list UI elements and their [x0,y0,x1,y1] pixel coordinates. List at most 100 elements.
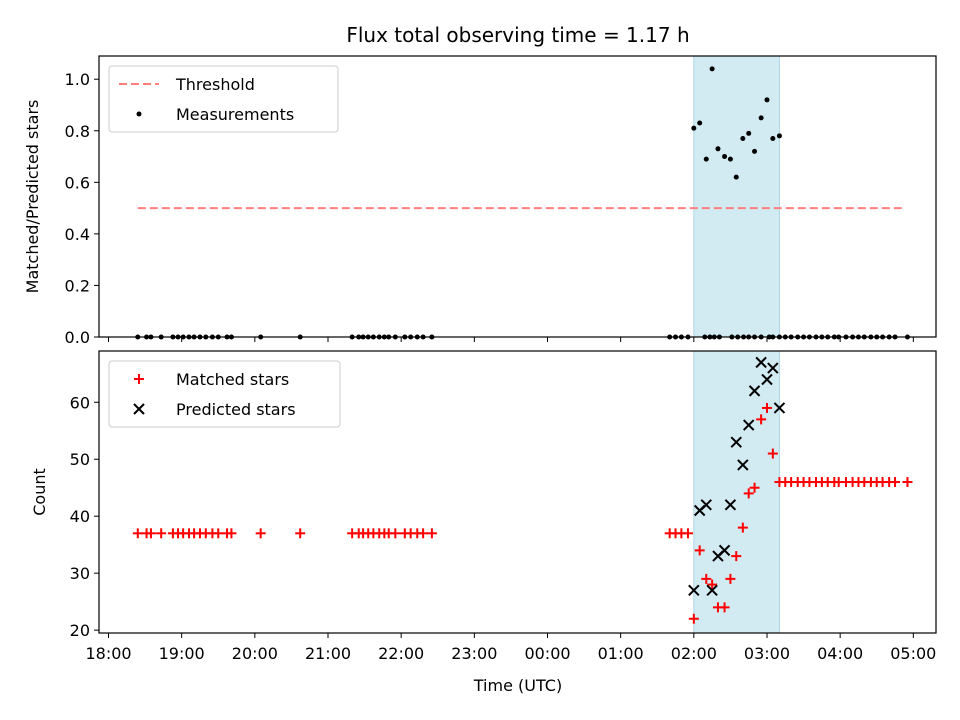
x-tick-label: 01:00 [598,644,644,663]
matched-star-point [701,573,712,584]
legend-box [108,65,339,133]
matched-star-point [156,528,167,539]
predicted-star-point [737,459,749,471]
matched-star-point [902,477,913,488]
y-tick-label: 50 [70,450,90,469]
x-b [737,459,749,471]
measurement-point [752,148,758,154]
measurement-point [764,97,770,103]
predicted-star-point [742,419,755,431]
x-b [755,356,767,369]
measurement-point [740,135,746,141]
matched-star-point [890,477,901,488]
highlight-span [693,350,780,634]
y-tick-label: 0.4 [65,225,90,244]
y-tick-label: 20 [70,621,90,640]
matched-star-point [255,528,266,539]
x-b [761,373,773,386]
x-tick-label: 20:00 [232,644,278,663]
legend-label: Predicted stars [176,400,296,419]
y-tick-label: 0.0 [65,328,90,347]
predicted-star-point [718,544,731,557]
predicted-star-point [755,356,767,369]
x-b [767,362,779,374]
x-b [748,385,761,397]
matched-star-point [719,602,730,613]
legend-label: Matched stars [176,370,289,389]
x-b [688,584,700,596]
x-b [133,403,145,415]
x-b [724,499,737,511]
y-tick-label: 0.8 [65,122,90,141]
predicted-star-point [767,362,779,374]
matched-star-point [390,528,401,539]
matched-star-point [213,528,224,539]
y-tick-label: 40 [70,507,90,526]
predicted-star-point [748,385,761,397]
y-tick-label: 1.0 [65,70,90,89]
measurement-point [722,154,728,160]
measurement-point [746,130,752,136]
predicted-star-point [724,499,737,511]
axes-frame [98,55,937,338]
predicted-star-point [688,584,700,596]
matched-star-point [418,528,429,539]
x-tick-label: 04:00 [817,644,863,663]
y-axis-label: Matched/Predicted stars [23,100,42,294]
predicted-star-point [700,499,712,511]
x-tick-label: 22:00 [378,644,424,663]
highlight-span [693,55,780,338]
x-tick-label: 21:00 [305,644,351,663]
x-tick-label: 18:00 [85,644,131,663]
x-tick-label: 19:00 [159,644,205,663]
x-tick-label: 03:00 [744,644,790,663]
matched-star-point [226,528,237,539]
matched-star-point [737,522,748,533]
matched-star-point [725,573,736,584]
matched-star-point [756,414,767,425]
matched-star-point [707,579,718,590]
x-axis-label: Time (UTC) [473,676,562,695]
matched-star-point [295,528,306,539]
legend-box [108,360,341,428]
legend-label: Threshold [175,75,255,94]
chart-title: Flux total observing time = 1.17 h [346,23,689,47]
axes-frame [98,350,937,634]
x-b [742,419,755,431]
x-b [700,499,712,511]
measurement-point [776,133,782,139]
x-tick-label: 00:00 [524,644,570,663]
measurement-point [703,156,709,162]
matched-star-point [426,528,437,539]
predicted-star-point [730,436,742,448]
predicted-star-point [706,584,718,596]
top-panel: 0.0 0.2 0.4 0.6 0.8 1.0 Matched/Predicted star… [23,55,937,347]
legend-label: Measurements [176,105,294,124]
legend: Threshold Measurements [108,65,339,133]
y-tick-label: 60 [70,393,90,412]
matched-star-point [743,488,754,499]
y-tick-label: 30 [70,564,90,583]
matched-star-point [731,551,742,562]
legend-predicted-swatch [133,403,145,415]
x-tick-label: 02:00 [671,644,717,663]
predicted-star-point [761,373,773,386]
legend-measurement-swatch [136,111,142,117]
matched-star-point [761,402,772,413]
measurement-point [770,135,776,141]
matched-star-point [767,448,778,459]
y-tick-label: 0.2 [65,276,90,295]
x-b [718,544,731,557]
x-b [706,584,718,596]
matched-star-point [145,528,156,539]
measurement-point [715,146,721,152]
legend-matched-swatch [134,374,144,384]
matched-star-point [694,545,705,556]
measurement-point [758,115,764,121]
matched-star-point [132,528,143,539]
x-tick-label: 05:00 [890,644,936,663]
x-tick-label: 23:00 [451,644,497,663]
x-b [730,436,742,448]
legend: Matched stars Predicted stars [108,360,341,428]
